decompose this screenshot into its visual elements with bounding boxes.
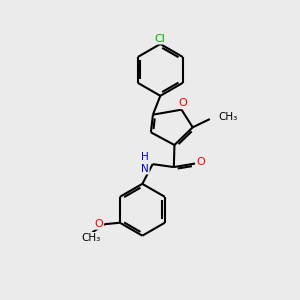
Text: O: O <box>196 158 205 167</box>
Text: CH₃: CH₃ <box>81 233 100 243</box>
Text: H
N: H N <box>141 152 149 174</box>
Text: O: O <box>94 219 103 229</box>
Text: O: O <box>178 98 188 108</box>
Text: CH₃: CH₃ <box>218 112 237 122</box>
Text: Cl: Cl <box>155 34 166 44</box>
